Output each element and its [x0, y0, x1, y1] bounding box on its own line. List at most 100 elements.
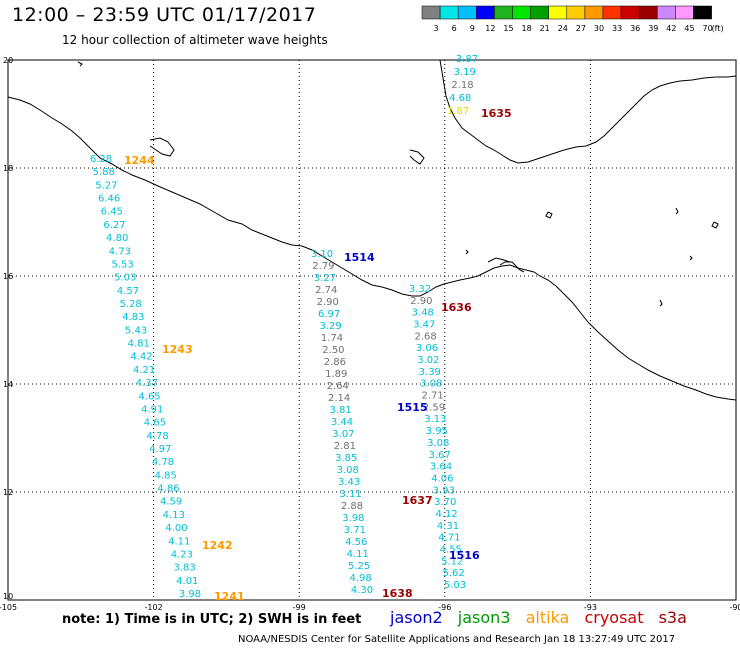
footer-note: note: 1) Time is in UTC; 2) SWH is in fe…	[62, 612, 362, 627]
pass-number-label: 1515	[397, 401, 428, 414]
wave-height-value: 4.86	[157, 484, 179, 495]
colorbar-tick-label: 42	[666, 24, 676, 33]
wave-height-value: 3.19	[454, 67, 476, 78]
coastline	[7, 59, 737, 401]
wave-height-value: 3.83	[173, 563, 195, 574]
colorbar-tick-label: 45	[684, 24, 694, 33]
wave-height-value: 4.81	[128, 339, 150, 350]
wave-height-value: 4.56	[345, 537, 367, 548]
wave-height-value: 4.98	[349, 573, 371, 584]
pass-number-label: 1516	[449, 549, 480, 562]
wave-height-colorbar: 3 6 9 12 15 18 21 24 27 30 33 36 39 42 45 70(ft)	[421, 5, 724, 33]
wave-height-value: 4.55	[440, 544, 462, 555]
wave-height-value: 3.48	[412, 308, 434, 319]
wave-height-value: 6.28	[90, 154, 112, 165]
pass-number-label: 1242	[202, 539, 233, 552]
islet-3	[675, 207, 679, 215]
islet-4	[77, 61, 83, 67]
wave-height-value: 2.71	[421, 391, 443, 402]
wave-height-value: 3.11	[339, 489, 361, 500]
colorbar-tick-label: 9	[470, 24, 475, 33]
map-title: 12:00 – 23:59 UTC 01/17/2017	[12, 4, 317, 26]
wave-height-value: 4.78	[147, 431, 169, 442]
colorbar-tick-label: 27	[576, 24, 586, 33]
wave-height-value: 4.97	[149, 444, 171, 455]
wave-height-value: 4.83	[122, 312, 144, 323]
islet-2	[711, 221, 719, 229]
legend-jason3: jason3	[457, 608, 511, 627]
colorbar-tick-label: 33	[612, 24, 622, 33]
wave-height-value: 5.03	[444, 580, 466, 591]
colorbar-tick-label: 21	[540, 24, 550, 33]
wave-height-value: 3.32	[409, 284, 431, 295]
wave-height-value: 3.70	[434, 497, 456, 508]
islet-5	[659, 299, 663, 307]
longitude-label: -102	[145, 603, 163, 612]
wave-height-value: 2.90	[410, 296, 432, 307]
wave-height-value: 5.03	[114, 273, 136, 284]
wave-height-value: 2.59	[423, 402, 445, 413]
colorbar-tick-label: 24	[558, 24, 568, 33]
wave-height-value: 4.57	[117, 286, 139, 297]
colorbar-tick-label: 15	[503, 24, 513, 33]
legend-jason2: jason2	[390, 608, 443, 627]
wave-height-value: 3.43	[338, 477, 360, 488]
colorbar-tick-label: 6	[452, 24, 457, 33]
islet-6	[689, 255, 693, 261]
map-frame	[7, 59, 737, 601]
colorbar-unit: (ft)	[712, 24, 724, 33]
wave-height-value: 5.62	[442, 568, 464, 579]
altimeter-tracks: 6.28 5.88 5.27 6.46 6.45 6.27 4.80 4.73 5.53 5.03…	[90, 54, 478, 600]
wave-height-value: 4.13	[163, 510, 185, 521]
legend-altika: altika	[525, 608, 570, 627]
wave-height-value: 4.80	[106, 233, 128, 244]
wave-height-value: 5.27	[95, 180, 117, 191]
satellite-legend: jason2 jason3 altika cryosat s3a	[390, 608, 697, 627]
wave-height-value: 3.87	[456, 54, 478, 65]
wave-height-value: 3.71	[344, 525, 366, 536]
pass-number-label: 1637	[402, 494, 433, 507]
lagoon-outline	[149, 137, 175, 157]
wave-height-value: 3.13	[424, 414, 446, 425]
wave-height-value: 3.67	[428, 450, 450, 461]
wave-height-value: 4.00	[165, 523, 187, 534]
wave-height-value: 4.12	[435, 509, 457, 520]
longitude-label: -93	[584, 603, 597, 612]
islet-7	[465, 249, 469, 255]
wave-height-value: 3.81	[329, 405, 351, 416]
wave-height-value: 3.08	[337, 465, 359, 476]
colorbar-tick-label: 39	[648, 24, 658, 33]
wave-height-value: 4.85	[155, 470, 177, 481]
wave-height-value: 6.97	[318, 309, 340, 320]
wave-height-value: 3.95	[426, 426, 448, 437]
latitude-label: 20	[3, 56, 13, 65]
wave-height-value: 2.81	[334, 441, 356, 452]
gulf-shore-detail	[499, 261, 525, 273]
wave-height-value: 3.08	[420, 379, 442, 390]
wave-height-value: 4.37	[136, 378, 158, 389]
wave-height-value: 3.98	[179, 589, 201, 600]
wave-height-value: 5.53	[111, 259, 133, 270]
longitude-label: -99	[293, 603, 306, 612]
latitude-label: 12	[3, 488, 13, 497]
wave-height-value: 3.98	[342, 513, 364, 524]
colorbar-tick-label: 70	[703, 24, 713, 33]
wave-height-value: 4.11	[347, 549, 369, 560]
wave-height-value: 6.27	[103, 220, 125, 231]
wave-height-value: 1.89	[325, 369, 347, 380]
colorbar-tick-label: 12	[485, 24, 495, 33]
wave-height-value: 2.90	[317, 297, 339, 308]
wave-height-value: 4.71	[438, 533, 460, 544]
wave-height-value: 4.30	[351, 585, 373, 596]
latitude-label: 10	[3, 592, 13, 601]
wave-height-value: 4.91	[141, 404, 163, 415]
wave-height-value: 2.79	[312, 261, 334, 272]
pass-number-label: 1244	[124, 154, 155, 167]
pass-number-label: 1638	[382, 587, 413, 600]
wave-height-value: 2.86	[324, 357, 346, 368]
wave-height-value: 2.88	[341, 501, 363, 512]
wave-height-value: 2.50	[322, 345, 344, 356]
wave-height-value: 5.28	[120, 299, 142, 310]
legend-cryosat: cryosat	[584, 608, 644, 627]
